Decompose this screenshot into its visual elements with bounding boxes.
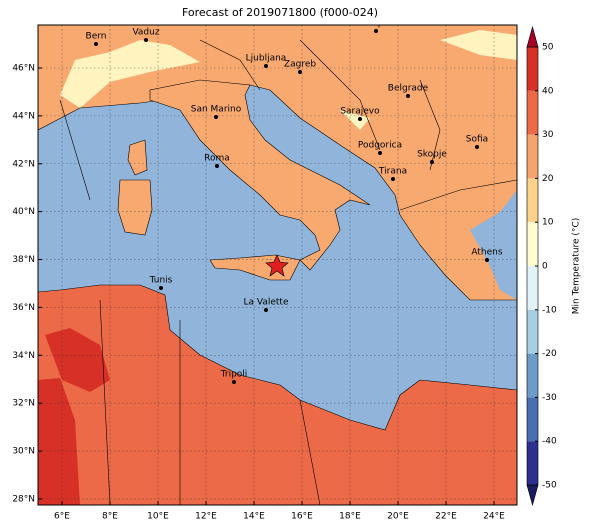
city-dot (264, 64, 268, 68)
city-label: Roma (204, 154, 230, 164)
colorbar-band (527, 353, 538, 398)
city-dot (264, 308, 268, 312)
x-tick-label: 6°E (54, 512, 70, 522)
city-label: Vaduz (132, 28, 159, 38)
city-label: Belgrade (388, 84, 429, 94)
city-dot (475, 145, 479, 149)
y-tick-label: 44°N (12, 111, 35, 121)
city-dot (374, 29, 378, 33)
colorbar-tick-label: 20 (542, 174, 554, 184)
x-tick-label: 24°E (483, 512, 505, 522)
city-dot (214, 115, 218, 119)
colorbar-tick-label: -40 (542, 437, 557, 447)
y-tick-label: 36°N (12, 303, 35, 313)
city-label: Athens (471, 248, 502, 258)
x-tick-label: 12°E (195, 512, 217, 522)
city-label: Podgorica (358, 141, 402, 151)
city-dot (485, 258, 489, 262)
y-tick-label: 30°N (12, 447, 35, 457)
colorbar-tick-label: 30 (542, 130, 554, 140)
y-tick-label: 34°N (12, 351, 35, 361)
colorbar-tick-label: 50 (542, 43, 554, 53)
city-label: Tirana (378, 167, 407, 177)
colorbar-band (527, 397, 538, 442)
x-tick-label: 16°E (291, 512, 313, 522)
city-label: Sarajevo (340, 107, 380, 117)
city-dot (358, 117, 362, 121)
city-label: La Valette (244, 298, 289, 308)
colorbar-tick-label: -10 (542, 305, 557, 315)
italy (149, 79, 371, 271)
borders (59, 39, 517, 505)
y-tick-label: 40°N (12, 207, 35, 217)
colorbar-tick-label: -50 (542, 481, 557, 491)
colorbar-label: Min Temperature (°C) (572, 218, 582, 315)
colorbar-band (527, 222, 538, 266)
city-dot (94, 42, 98, 46)
colorbar-band (527, 441, 538, 485)
colorbar-tick-label: 40 (542, 86, 554, 96)
aegean-sea (470, 190, 517, 300)
y-tick-label: 46°N (12, 64, 35, 74)
city-label: Skopje (417, 150, 447, 160)
x-tick-label: 22°E (435, 512, 457, 522)
colorbar-band (527, 178, 538, 223)
colorbar-tick-label: -30 (542, 393, 557, 403)
x-tick-label: 14°E (243, 512, 265, 522)
event-star (265, 254, 289, 277)
city-label: Tunis (149, 276, 173, 286)
colorbar-tick-label: 0 (542, 262, 548, 272)
x-tick-label: 20°E (387, 512, 409, 522)
city-dot (430, 160, 434, 164)
map-title: Forecast of 2019071800 (f000-024) (182, 6, 378, 19)
y-tick-label: 32°N (12, 399, 35, 409)
x-tick-label: 18°E (339, 512, 361, 522)
colorbar-over (526, 25, 539, 48)
city-dot (391, 177, 395, 181)
colorbar-band (527, 47, 538, 91)
city-label: Budapest (355, 19, 398, 29)
colorbar-tick-label: -20 (542, 349, 557, 359)
city-dot (378, 151, 382, 155)
city-dot (144, 38, 148, 42)
map-frame (37, 24, 518, 506)
city-label: Sofia (466, 135, 488, 145)
colorbar-under (526, 484, 539, 507)
colorbar-band (527, 90, 538, 135)
colorbar-band (527, 266, 538, 310)
x-tick-label: 10°E (147, 512, 169, 522)
x-tick-label: 8°E (102, 512, 118, 522)
city-dot (215, 164, 219, 168)
hot-patch (38, 328, 110, 505)
city-dot (298, 70, 302, 74)
colorbar-tick-label: 10 (542, 218, 554, 228)
city-label: Zagreb (284, 60, 316, 70)
city-label: Tripoli (220, 370, 248, 380)
city-label: Ljubljana (246, 54, 287, 64)
cool-patch (60, 30, 517, 130)
y-tick-label: 42°N (12, 159, 35, 169)
y-tick-label: 28°N (12, 494, 35, 504)
city-dot (159, 286, 163, 290)
city-label: San Marino (191, 105, 242, 115)
city-label: Bern (86, 32, 107, 42)
colorbar-band (527, 309, 538, 354)
city-dot (232, 380, 236, 384)
colorbar-band (527, 134, 538, 179)
y-tick-label: 38°N (12, 255, 35, 265)
city-dot (406, 94, 410, 98)
